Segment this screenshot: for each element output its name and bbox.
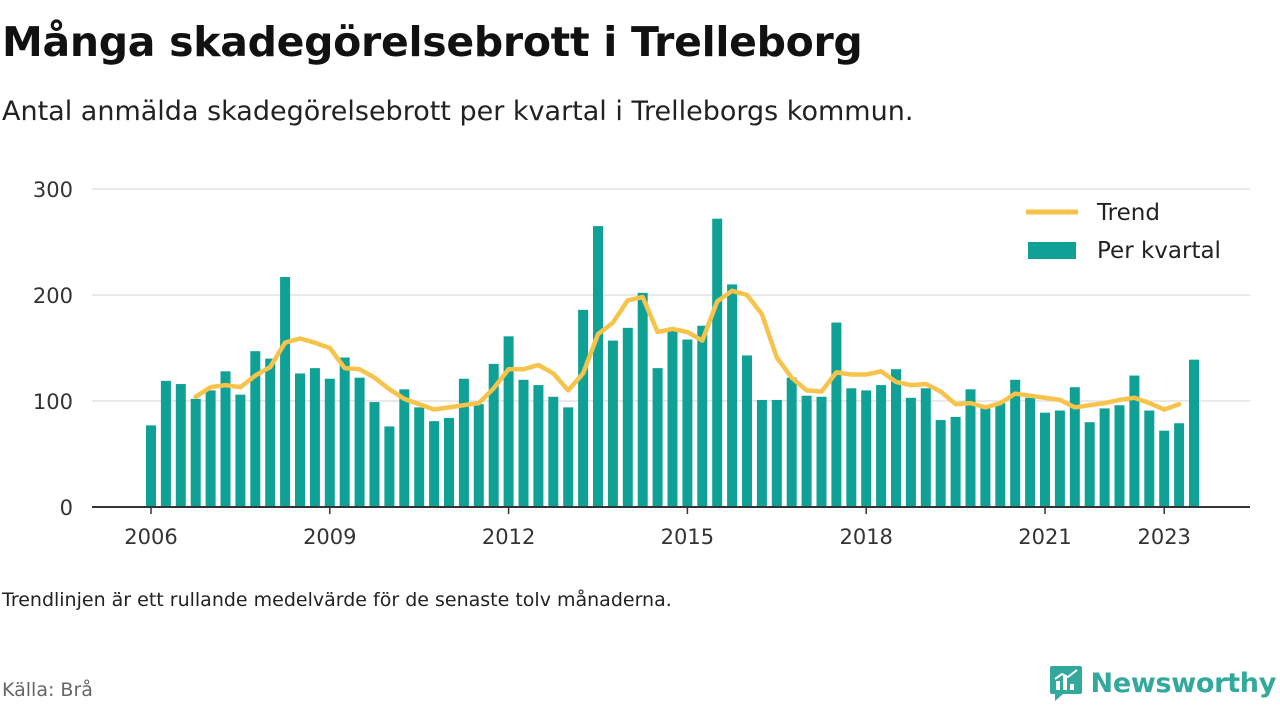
bar	[1144, 410, 1155, 507]
y-tick-label: 200	[33, 284, 73, 308]
chart-title: Många skadegörelsebrott i Trelleborg	[2, 18, 863, 66]
x-tick-label: 2006	[124, 525, 177, 549]
newsworthy-logo[interactable]: Newsworthy	[1049, 664, 1276, 702]
bar	[384, 426, 395, 507]
x-tick-label: 2018	[839, 525, 892, 549]
bar	[369, 402, 380, 507]
x-tick-label: 2015	[661, 525, 714, 549]
bar	[309, 368, 320, 507]
bar	[935, 420, 946, 507]
bar	[1040, 412, 1050, 507]
bar	[175, 384, 186, 507]
bar	[280, 276, 291, 507]
bar	[891, 369, 901, 507]
brand-name: Newsworthy	[1090, 667, 1277, 699]
bar	[429, 421, 440, 507]
bar	[1010, 379, 1021, 507]
bar	[1084, 422, 1095, 507]
bar	[682, 339, 693, 507]
bar	[920, 388, 931, 507]
bar	[533, 385, 544, 507]
bar	[756, 399, 767, 507]
y-tick-label: 100	[33, 390, 73, 414]
bar	[950, 416, 961, 507]
bar	[1174, 423, 1185, 507]
bar	[622, 327, 633, 507]
source-text: Källa: Brå	[2, 679, 93, 701]
bar	[593, 226, 603, 507]
bar	[160, 380, 171, 507]
y-tick-label: 0	[60, 496, 73, 520]
bar	[637, 292, 648, 507]
bar	[399, 389, 410, 507]
legend-trend-label: Trend	[1096, 200, 1160, 226]
bar	[563, 407, 574, 507]
bar	[712, 218, 723, 507]
x-tick-label: 2012	[482, 525, 535, 549]
legend-bar-label: Per kvartal	[1097, 238, 1221, 264]
y-tick-label: 300	[33, 178, 73, 202]
bar	[458, 378, 469, 507]
bar	[1129, 375, 1140, 507]
bar	[190, 398, 201, 507]
bar	[652, 368, 663, 507]
bar	[265, 358, 276, 507]
bar	[861, 390, 872, 507]
bar	[1069, 387, 1080, 507]
bar	[965, 389, 976, 507]
bar	[1054, 410, 1065, 507]
bar	[444, 417, 454, 507]
bar	[1025, 397, 1036, 507]
bar	[995, 403, 1006, 507]
bar	[146, 425, 156, 507]
bar	[816, 396, 827, 507]
x-tick-label: 2023	[1137, 525, 1190, 549]
bar-chart: 0 100 200 300 2006 2009 2012 2015 2018 2021 2023 T…	[33, 178, 1250, 549]
bar	[876, 385, 887, 507]
bar	[473, 404, 484, 507]
bar	[771, 399, 782, 507]
bar	[414, 407, 425, 507]
bar	[1099, 408, 1110, 507]
bar	[697, 325, 708, 507]
bar	[339, 357, 350, 507]
bar	[548, 396, 559, 507]
axes: 0 100 200 300 2006 2009 2012 2015 2018 2021 2023	[33, 178, 1250, 549]
legend-bar-swatch	[1028, 242, 1076, 259]
x-tick-label: 2009	[303, 525, 356, 549]
bar	[1189, 359, 1199, 507]
x-tick-label: 2021	[1018, 525, 1071, 549]
bar	[667, 328, 678, 507]
bar	[846, 388, 857, 507]
bar	[801, 395, 812, 507]
bars	[146, 218, 1199, 507]
trend-note: Trendlinjen är ett rullande medelvärde f…	[2, 589, 672, 611]
trend-line	[193, 288, 1182, 412]
bar	[235, 394, 246, 507]
bar	[786, 377, 797, 507]
bar	[578, 309, 589, 507]
legend[interactable]: Trend Per kvartal	[1026, 200, 1221, 264]
bar	[831, 322, 842, 507]
bar	[503, 336, 514, 507]
bar	[324, 378, 335, 507]
bar	[905, 397, 916, 507]
bar	[250, 351, 261, 507]
bar	[980, 405, 991, 507]
bar	[205, 390, 216, 507]
bar	[220, 371, 231, 507]
chart-subtitle: Antal anmälda skadegörelsebrott per kvar…	[2, 96, 914, 127]
bar	[488, 363, 499, 507]
bar	[727, 284, 738, 507]
bar	[295, 373, 305, 507]
bar	[518, 379, 529, 507]
bar	[607, 340, 618, 507]
bar	[354, 377, 365, 507]
bar	[1159, 430, 1170, 507]
bar	[742, 355, 752, 507]
bar	[1114, 405, 1125, 507]
newsworthy-icon	[1049, 666, 1082, 701]
trend-line-group	[193, 288, 1182, 412]
